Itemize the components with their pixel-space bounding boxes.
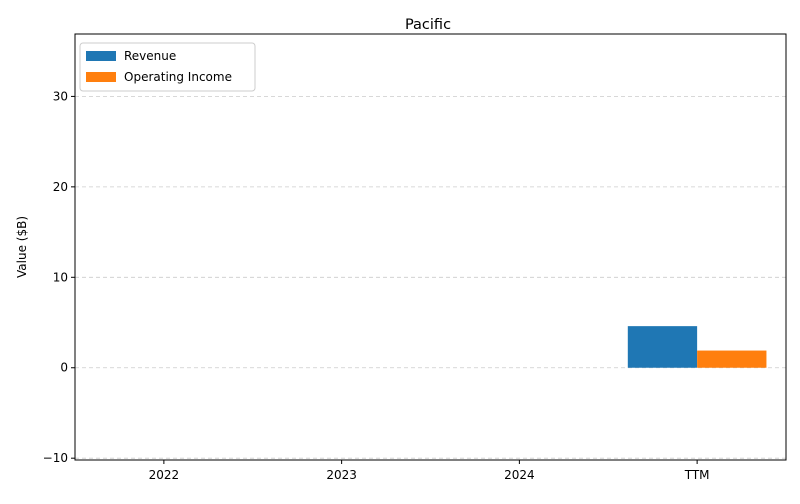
- legend: Revenue Operating Income: [79, 42, 256, 92]
- y-tick-label: 20: [53, 180, 68, 194]
- y-tick-label: 30: [53, 89, 68, 103]
- grid-lines: [75, 96, 786, 459]
- legend-swatch-operating-income: [86, 72, 116, 82]
- legend-label-revenue: Revenue: [124, 49, 176, 63]
- legend-box: [79, 42, 256, 92]
- y-tick-label: 10: [53, 270, 68, 284]
- x-axis: 2022 2023 2024 TTM: [149, 460, 710, 482]
- y-axis-label: Value ($B): [15, 216, 29, 278]
- x-tick-label: TTM: [684, 468, 710, 482]
- y-tick-label: 0: [60, 361, 68, 375]
- chart-title: Pacific: [405, 17, 451, 33]
- x-tick-label: 2023: [326, 468, 357, 482]
- y-axis: −10 0 10 20 30: [43, 89, 75, 465]
- legend-swatch-revenue: [86, 51, 116, 61]
- x-tick-label: 2022: [149, 468, 180, 482]
- bar-operating-income: [697, 350, 767, 368]
- legend-label-operating-income: Operating Income: [124, 70, 232, 84]
- x-tick-label: 2024: [504, 468, 535, 482]
- bar-revenue: [627, 326, 698, 368]
- y-tick-label: −10: [43, 451, 68, 465]
- bars: [627, 326, 767, 368]
- plot-frame: [74, 33, 787, 461]
